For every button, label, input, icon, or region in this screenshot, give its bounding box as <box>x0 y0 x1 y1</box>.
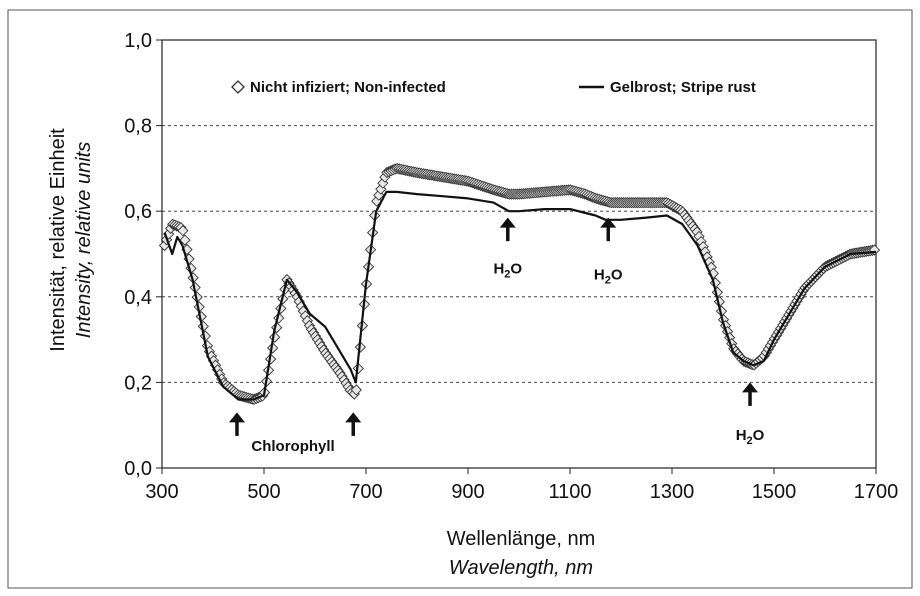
x-tick-label-6: 1500 <box>752 481 797 503</box>
x-tick-label-7: 1700 <box>854 481 899 503</box>
y-tick-label-1: 0,2 <box>124 372 152 394</box>
annotation-label-h2o-2: H2O <box>594 267 623 287</box>
annotation-layer: Chlorophyll H2O H2O H2O <box>228 217 765 455</box>
annotation-label-h2o-3: H2O <box>736 427 765 447</box>
figure-border <box>7 9 913 589</box>
x-axis-ticks: 300 500 700 900 1100 1300 1500 1700 <box>145 468 898 503</box>
data-point-non-infected <box>179 234 191 246</box>
annotation-label-h2o-1: H2O <box>493 260 522 280</box>
x-tick-label-5: 1300 <box>650 481 695 503</box>
arrow-icon-h2o-2 <box>600 217 617 242</box>
data-point-non-infected <box>177 225 189 237</box>
x-axis-title-english: Wavelength, nm <box>449 557 593 579</box>
y-axis-ticks: 0,0 0,2 0,4 0,6 0,8 1,0 <box>124 30 162 480</box>
x-axis-title: Wellenlänge, nm <box>447 528 596 550</box>
arrow-icon-chl-1 <box>228 412 245 436</box>
arrow-head-h2o-2 <box>600 217 617 228</box>
legend-label-non-infected: Nicht infiziert; Non-infected <box>250 79 446 96</box>
arrow-head-h2o-1 <box>499 217 516 228</box>
plot-area-frame <box>161 39 877 469</box>
arrow-icon-chl-2 <box>345 412 362 436</box>
x-tick-label-2: 700 <box>349 481 382 503</box>
data-point-non-infected <box>350 384 362 396</box>
x-tick-label-0: 300 <box>145 481 178 503</box>
y-tick-label-3: 0,6 <box>124 201 152 223</box>
arrow-icon-h2o-1 <box>499 217 516 242</box>
y-axis-title: Intensität, relative Einheit <box>47 128 69 352</box>
x-tick-label-4: 1100 <box>548 481 591 503</box>
arrow-head-h2o-3 <box>742 382 759 393</box>
y-tick-label-2: 0,4 <box>124 287 152 309</box>
data-point-non-infected <box>868 244 881 256</box>
arrow-head-chl-2 <box>345 412 362 423</box>
y-tick-label-5: 1,0 <box>124 30 152 52</box>
legend-diamond-icon <box>231 80 245 94</box>
series-line-stripe-rust <box>163 190 877 401</box>
x-tick-label-1: 500 <box>247 481 280 503</box>
y-tick-label-4: 0,8 <box>124 116 152 138</box>
y-tick-label-0: 0,0 <box>124 458 152 480</box>
annotation-label-chl-text: Chlorophyll <box>251 438 334 455</box>
arrow-head-chl-1 <box>228 412 245 423</box>
y-axis-title-english: Intensity, relative units <box>73 142 95 338</box>
x-tick-label-3: 900 <box>451 481 484 503</box>
series-layer <box>158 162 881 405</box>
arrow-icon-h2o-3 <box>742 382 759 406</box>
legend: Nicht infiziert; Non-infected Gelbrost; … <box>231 79 756 96</box>
legend-label-stripe-rust: Gelbrost; Stripe rust <box>610 79 756 96</box>
